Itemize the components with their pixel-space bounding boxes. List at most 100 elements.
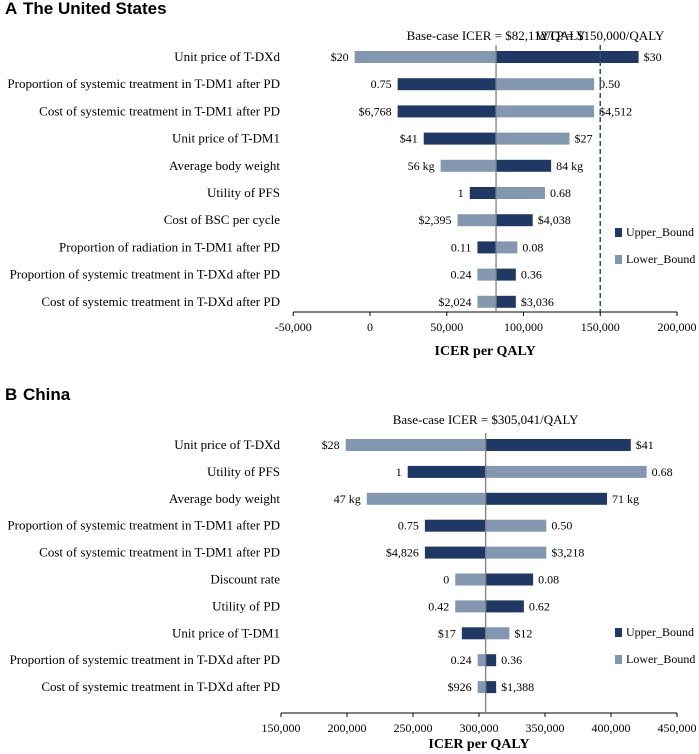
upper-bound-bar — [485, 654, 497, 667]
lower-bound-value-label: $28 — [322, 438, 340, 452]
upper-bound-bar — [469, 187, 497, 199]
panel-letter: B — [5, 385, 17, 404]
upper-bound-bar — [423, 132, 497, 145]
x-tick-label: 300,000 — [460, 721, 499, 735]
lower-bound-value-label: 0.68 — [652, 465, 673, 479]
upper-bound-value-label: 0.75 — [371, 77, 392, 91]
upper-bound-value-label: $41 — [636, 438, 654, 452]
x-tick-label: 400,000 — [592, 721, 631, 735]
lower-bound-value-label: $2,395 — [418, 213, 451, 227]
upper-bound-bar — [496, 268, 516, 281]
lower-bound-bar — [477, 654, 486, 667]
upper-bound-bar — [485, 600, 524, 613]
upper-bound-value-label: 71 kg — [612, 492, 639, 506]
lower-bound-value-label: $3,218 — [551, 546, 584, 560]
parameter-label: Proportion of radiation in T-DM1 after P… — [59, 239, 280, 254]
upper-bound-bar — [496, 295, 516, 308]
base-case-annotation: Base-case ICER = $82,112/QALY — [407, 28, 586, 43]
legend-lower-label: Lower_Bound — [626, 652, 695, 666]
x-tick-label: 250,000 — [394, 721, 433, 735]
lower-bound-value-label: 0.24 — [450, 268, 471, 282]
x-tick-label: 100,000 — [504, 320, 543, 334]
parameter-label: Unit price of T-DXd — [174, 437, 280, 452]
parameter-label: Proportion of systemic treatment in T-DM… — [7, 518, 280, 533]
parameter-label: Proportion of systemic treatment in T-DM… — [7, 76, 280, 91]
parameter-label: Cost of BSC per cycle — [164, 212, 280, 227]
upper-bound-bar — [496, 214, 533, 227]
legend-lower-label: Lower_Bound — [626, 252, 695, 266]
legend-upper-swatch — [615, 228, 622, 237]
upper-bound-value-label: 0.36 — [521, 268, 542, 282]
lower-bound-value-label: $20 — [331, 50, 349, 64]
lower-bound-value-label: 47 kg — [334, 492, 361, 506]
upper-bound-value-label: 0.75 — [398, 519, 419, 533]
legend-upper-label: Upper_Bound — [626, 625, 694, 639]
lower-bound-bar — [455, 600, 486, 613]
upper-bound-bar — [397, 78, 497, 91]
upper-bound-value-label: $6,768 — [359, 104, 392, 118]
lower-bound-value-label: $926 — [448, 680, 472, 694]
parameter-label: Cost of systemic treatment in T-DXd afte… — [41, 294, 280, 309]
x-tick-label: 150,000 — [581, 320, 620, 334]
lower-bound-value-label: $12 — [514, 626, 532, 640]
parameter-label: Utility of PFS — [207, 185, 280, 200]
parameter-label: Average body weight — [169, 491, 280, 506]
upper-bound-bar — [485, 439, 631, 451]
x-tick-label: 200,000 — [328, 721, 367, 735]
upper-bound-value-label: $4,826 — [386, 546, 419, 560]
upper-bound-bar — [424, 519, 486, 532]
upper-bound-value-label: $30 — [644, 50, 662, 64]
lower-bound-value-label: 0.42 — [428, 599, 449, 613]
parameter-label: Proportion of systemic treatment in T-DX… — [10, 267, 280, 282]
upper-bound-value-label: $1,388 — [501, 680, 534, 694]
parameter-label: Unit price of T-DM1 — [172, 625, 280, 640]
parameter-label: Discount rate — [210, 572, 280, 587]
lower-bound-value-label: 0.50 — [599, 77, 620, 91]
parameter-label: Cost of systemic treatment in T-DXd afte… — [41, 679, 280, 694]
upper-bound-value-label: 0.08 — [538, 573, 559, 587]
lower-bound-bar — [457, 214, 497, 227]
panel-letter: A — [5, 0, 17, 18]
x-tick-label: 450,000 — [658, 721, 697, 735]
lower-bound-bar — [496, 105, 595, 118]
lower-bound-bar — [485, 546, 547, 559]
upper-bound-value-label: 1 — [458, 186, 464, 200]
x-tick-label: 350,000 — [526, 721, 565, 735]
lower-bound-bar — [496, 187, 545, 199]
lower-bound-value-label: $2,024 — [438, 295, 471, 309]
upper-bound-value-label: 0.11 — [451, 240, 472, 254]
upper-bound-value-label: $3,036 — [521, 295, 554, 309]
lower-bound-bar — [455, 573, 486, 586]
parameter-label: Utility of PFS — [207, 464, 280, 479]
parameter-label: Cost of systemic treatment in T-DM1 afte… — [39, 103, 280, 118]
parameter-label: Unit price of T-DXd — [174, 49, 280, 64]
x-tick-label: 50,000 — [430, 320, 463, 334]
legend-lower-swatch — [615, 255, 622, 264]
lower-bound-bar — [485, 519, 547, 532]
parameter-label: Cost of systemic treatment in T-DM1 afte… — [39, 545, 280, 560]
upper-bound-bar — [397, 105, 497, 118]
lower-bound-value-label: $4,512 — [599, 104, 632, 118]
upper-bound-bar — [496, 51, 639, 63]
wtp-annotation: WTP = $150,000/QALY — [536, 28, 665, 43]
parameter-label: Average body weight — [169, 158, 280, 173]
lower-bound-bar — [354, 51, 497, 63]
lower-bound-bar — [496, 132, 570, 145]
upper-bound-bar — [485, 573, 534, 586]
legend-upper-label: Upper_Bound — [626, 225, 694, 239]
upper-bound-value-label: $17 — [438, 626, 456, 640]
x-tick-label: -50,000 — [275, 320, 312, 334]
upper-bound-value-label: $4,038 — [538, 213, 571, 227]
lower-bound-bar — [477, 295, 497, 308]
lower-bound-bar — [485, 627, 510, 640]
legend-upper-swatch — [615, 628, 622, 637]
lower-bound-bar — [477, 681, 486, 694]
lower-bound-value-label: $27 — [575, 132, 593, 146]
lower-bound-bar — [485, 465, 647, 478]
panel-title: The United States — [23, 0, 167, 18]
x-tick-label: 200,000 — [658, 320, 697, 334]
parameter-label: Utility of PD — [212, 598, 280, 613]
upper-bound-bar — [424, 546, 486, 559]
lower-bound-value-label: 0.08 — [522, 240, 543, 254]
